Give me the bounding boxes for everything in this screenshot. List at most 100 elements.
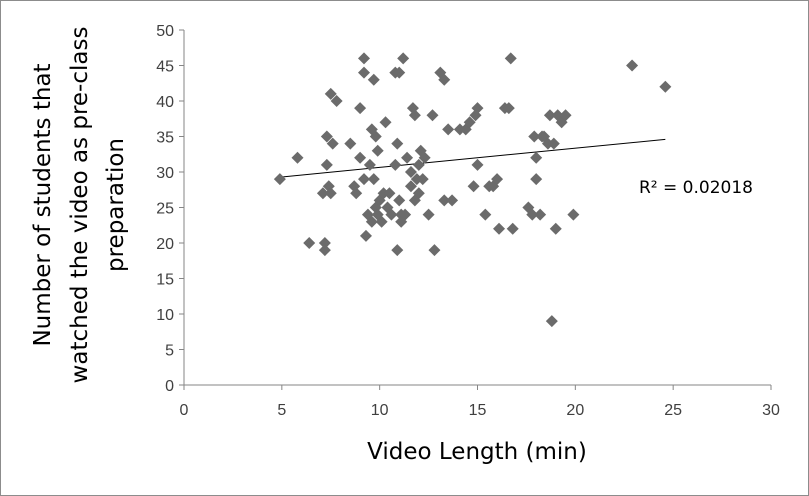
data-point — [401, 151, 414, 164]
data-point — [567, 208, 580, 221]
y-axis-title-line-3: preparation — [103, 138, 129, 272]
y-axis-title-line-2: watched the video as pre-class — [67, 27, 93, 384]
y-axis-title: Number of students that watched the vide… — [30, 27, 129, 384]
data-point — [412, 187, 425, 200]
data-point — [438, 194, 451, 207]
data-point — [526, 208, 539, 221]
data-point — [438, 73, 451, 86]
data-point — [530, 151, 543, 164]
data-point — [291, 151, 304, 164]
y-tick-label: 15 — [156, 272, 174, 289]
data-point — [318, 244, 331, 257]
y-tick-label: 25 — [156, 201, 174, 218]
x-tick-label: 25 — [664, 402, 682, 419]
data-point — [359, 229, 372, 242]
x-tick-label: 15 — [469, 402, 487, 419]
y-tick-label: 30 — [156, 165, 174, 182]
data-point — [358, 66, 371, 79]
data-point — [530, 173, 543, 186]
data-point — [404, 166, 417, 178]
data-point — [471, 102, 484, 115]
data-point — [379, 116, 392, 129]
data-point — [422, 208, 435, 221]
data-point — [383, 187, 396, 200]
data-point — [659, 80, 672, 93]
data-point — [354, 151, 367, 164]
data-point — [375, 215, 388, 228]
x-tick-label: 0 — [180, 402, 189, 419]
y-tick-label: 10 — [156, 307, 174, 324]
data-point — [358, 173, 371, 186]
data-point — [367, 173, 380, 186]
data-point — [399, 208, 412, 221]
data-point — [393, 66, 406, 79]
data-point — [426, 109, 439, 122]
data-point — [367, 73, 380, 86]
data-point — [350, 187, 363, 200]
data-point — [626, 59, 639, 72]
data-point — [506, 222, 519, 235]
y-tick-label: 0 — [165, 378, 174, 395]
y-tick-label: 35 — [156, 130, 174, 147]
data-point — [369, 130, 382, 143]
y-tick-label: 20 — [156, 236, 174, 253]
data-point — [358, 52, 371, 65]
data-point — [344, 137, 357, 150]
data-point — [320, 158, 333, 171]
data-point — [273, 173, 286, 186]
y-tick-label: 50 — [156, 23, 174, 40]
data-point — [504, 52, 517, 65]
trendline — [281, 138, 666, 178]
data-point — [502, 102, 515, 115]
data-point — [397, 52, 410, 65]
data-point — [408, 109, 421, 122]
data-point — [463, 116, 476, 129]
data-point — [303, 237, 316, 249]
data-point — [320, 130, 333, 143]
x-tick-label: 10 — [371, 402, 389, 419]
x-tick-label: 5 — [277, 402, 286, 419]
data-point — [391, 137, 404, 150]
data-point — [365, 215, 378, 228]
data-point — [528, 130, 541, 143]
data-point — [549, 222, 562, 235]
data-point — [491, 173, 504, 186]
y-axis-title-line-1: Number of students that — [30, 63, 56, 346]
data-point — [326, 137, 339, 150]
data-point — [371, 144, 384, 157]
data-point — [324, 187, 337, 200]
data-point — [393, 194, 406, 207]
data-point — [446, 194, 459, 207]
data-point — [316, 187, 329, 200]
data-point — [471, 158, 484, 171]
data-point — [479, 208, 492, 221]
y-tick-label: 40 — [156, 94, 174, 111]
data-point — [534, 208, 547, 221]
data-point — [324, 87, 337, 100]
data-point — [385, 208, 398, 221]
data-point — [418, 151, 431, 164]
data-point — [442, 123, 455, 136]
data-point — [391, 244, 404, 257]
data-point — [318, 237, 331, 249]
data-point — [543, 109, 556, 122]
data-point — [412, 158, 425, 171]
y-tick-label: 45 — [156, 59, 174, 76]
data-point — [363, 158, 376, 171]
x-tick-label: 20 — [566, 402, 584, 419]
data-point — [354, 102, 367, 115]
data-point — [416, 173, 429, 186]
data-point — [389, 158, 402, 171]
x-tick-label: 30 — [762, 402, 780, 419]
r-squared-annotation: R² = 0.02018 — [639, 178, 753, 198]
data-point — [545, 315, 558, 328]
data-point — [428, 244, 441, 257]
y-tick-label: 5 — [165, 343, 174, 360]
data-point — [559, 109, 572, 122]
data-point — [467, 180, 480, 193]
data-point — [493, 222, 506, 235]
data-point — [330, 95, 343, 107]
data-point — [547, 137, 560, 150]
